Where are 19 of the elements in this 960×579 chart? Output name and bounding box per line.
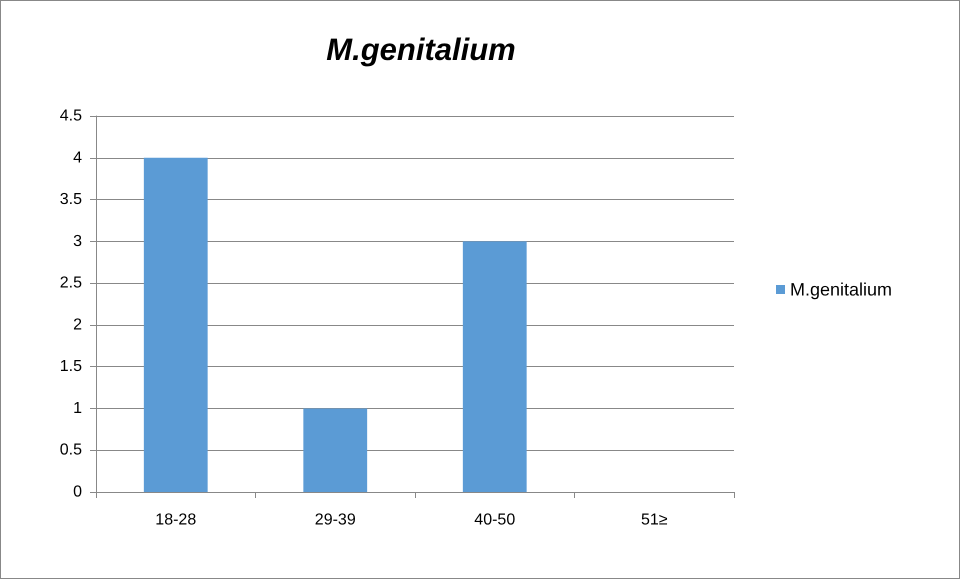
bar xyxy=(462,241,527,492)
y-tick-label: 3.5 xyxy=(60,191,82,208)
x-tick-label: 29-39 xyxy=(314,512,356,528)
x-tick-label: 18-28 xyxy=(155,512,196,528)
y-tick-label: 0 xyxy=(73,484,82,500)
x-tick-label: 40-50 xyxy=(474,512,516,528)
y-tick-label: 3 xyxy=(73,232,82,250)
chart-title: M.genitalium xyxy=(326,32,516,67)
legend-label: M.genitalium xyxy=(790,280,892,300)
bar xyxy=(303,408,368,492)
y-tick-label: 2 xyxy=(73,316,82,334)
y-tick-label: 0.5 xyxy=(60,442,82,459)
x-tick-label: 51≥ xyxy=(640,512,668,528)
bar xyxy=(144,158,208,492)
y-tick-label: 4.5 xyxy=(60,108,82,124)
y-tick-label: 1.5 xyxy=(60,358,82,376)
y-tick-label: 4 xyxy=(73,149,82,166)
y-tick-label: 2.5 xyxy=(60,274,82,292)
y-tick-label: 1 xyxy=(73,400,82,417)
